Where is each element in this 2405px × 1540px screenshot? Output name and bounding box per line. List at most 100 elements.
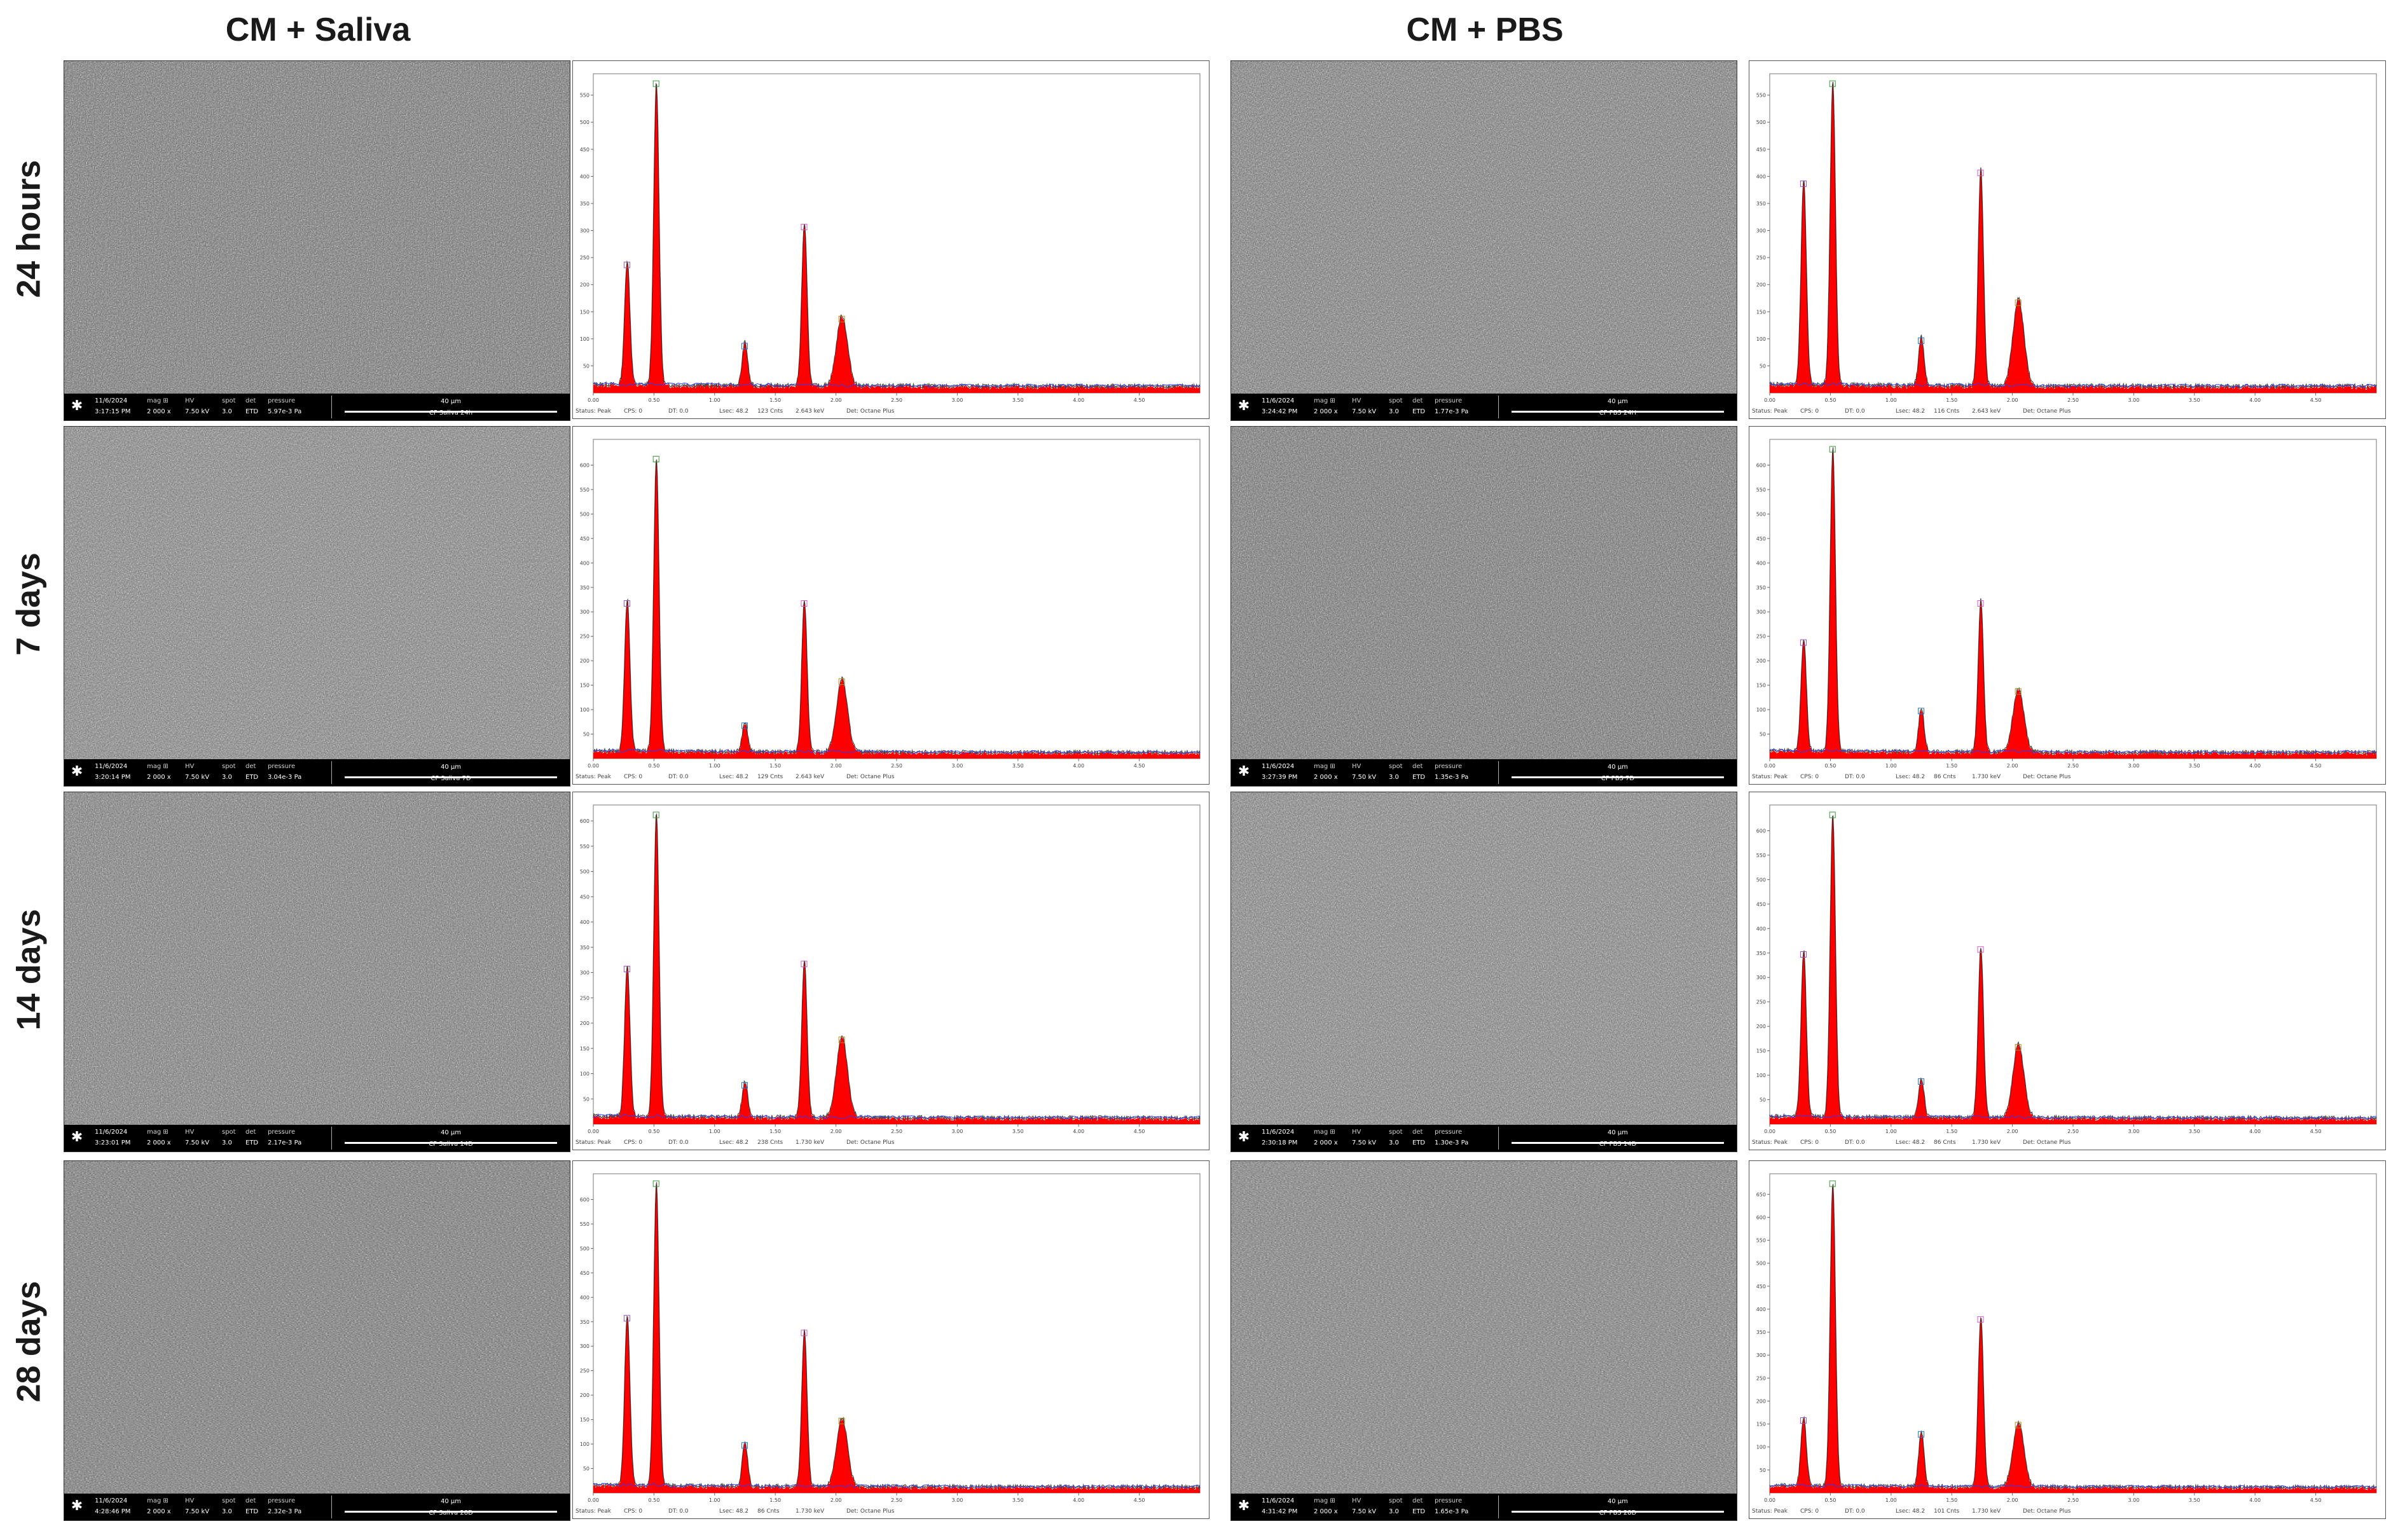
sem-date: 11/6/2024 [95,763,128,770]
y-tick-label: 300 [1756,609,1766,615]
background-line [1769,382,2377,388]
sem-info-bar: ✱ 11/6/2024 3:23:01 PM mag ⊞ 2 000 x HV 7.5… [64,1125,570,1152]
sem-header-hv: HV [1352,763,1361,770]
x-tick-label: 2.50 [891,1497,902,1503]
eds-dt: DT: 0.0 [1845,1139,1865,1146]
sem-scale-bar: 40 µm CF Saliva 28D [331,1495,570,1518]
eds-detector: Det: Octane Plus [846,774,895,780]
eds-lsec: Lsec: 48.2 [1896,1508,1926,1515]
sem-pressure: 1.35e-3 Pa [1435,774,1469,781]
sem-mag: 2 000 x [1314,1139,1338,1146]
sem-date: 11/6/2024 [95,397,128,404]
background-line [593,382,1201,388]
eds-kev: 1.730 keV [1972,1139,2001,1146]
sem-texture [1231,1161,1737,1494]
sem-pressure: 2.17e-3 Pa [268,1139,302,1146]
eds-counts: 129 Cnts [757,774,783,780]
sem-hv: 7.50 kV [185,774,210,781]
peak-marker [838,1417,845,1424]
y-tick-label: 500 [580,1246,589,1251]
sem-spot: 3.0 [1389,1139,1399,1146]
sem-hv: 7.50 kV [1352,774,1377,781]
y-tick-label: 300 [1756,975,1766,980]
spectrum-area [593,815,1200,1124]
eds-status: Status: Peak [575,408,611,415]
y-tick-label: 250 [580,255,589,261]
peak-marker [623,600,630,607]
sem-header-spot: spot [1389,1497,1403,1504]
y-tick-label: 650 [1756,1192,1766,1197]
sem-spot: 3.0 [1389,774,1399,781]
sem-texture [1231,427,1737,759]
sem-hv: 7.50 kV [185,408,210,415]
y-tick-label: 100 [580,707,589,713]
y-tick-label: 350 [1756,1330,1766,1335]
eds-lsec: Lsec: 48.2 [1896,408,1926,415]
x-tick-label: 4.00 [1073,397,1084,403]
sem-det: ETD [1412,408,1426,415]
sem-header-mag: mag ⊞ [1314,1497,1335,1504]
sem-hv: 7.50 kV [1352,1139,1377,1146]
sem-mag: 2 000 x [147,408,171,415]
x-tick-label: 0.00 [1764,1129,1775,1134]
sem-scale-label: 40 µm [440,398,461,405]
eds-dt: DT: 0.0 [668,1139,689,1146]
x-tick-label: 4.50 [1134,1129,1145,1134]
peak-marker [1800,951,1807,958]
sem-header-pressure: pressure [1435,763,1463,770]
y-tick-label: 550 [580,487,589,493]
eds-spectrum-plot: 50 100 150 200 250 300 350 400 450 500 550 0.00 0.50… [1756,73,2377,403]
y-tick-label: 200 [1756,1024,1766,1029]
y-tick-label: 150 [1756,1422,1766,1427]
eds-detector: Det: Octane Plus [846,1139,895,1146]
sem-scale-bar: 40 µm CF PBS 7D [1498,761,1737,784]
sem-det: ETD [245,1508,259,1515]
x-tick-label: 0.50 [1824,397,1836,403]
x-tick-label: 2.50 [2067,397,2079,403]
sem-det: ETD [245,408,259,415]
sem-pressure: 1.65e-3 Pa [1435,1508,1469,1515]
peak-marker [652,455,659,462]
sem-scale-bar: 40 µm CF PBS 14D [1498,1127,1737,1150]
sem-scale-bar: 40 µm CF Saliva 14D [331,1127,570,1150]
sem-micrograph: ✱ 11/6/2024 3:27:39 PM mag ⊞ 2 000 x HV 7.5… [1230,426,1737,787]
sem-mag: 2 000 x [147,774,171,781]
x-tick-label: 2.00 [830,763,842,769]
peak-marker [1918,1078,1924,1085]
x-tick-label: 2.50 [2067,1129,2079,1134]
y-tick-label: 350 [1756,585,1766,591]
sem-header-pressure: pressure [1435,397,1463,404]
y-tick-label: 300 [580,970,589,976]
y-tick-label: 50 [583,732,589,738]
y-tick-label: 100 [1756,707,1766,713]
peak-marker [838,315,845,322]
x-tick-label: 4.50 [2310,1129,2322,1134]
eds-footer: Status: Peak CPS: 0 DT: 0.0 Lsec: 48.2 2… [573,1136,1209,1150]
y-tick-label: 150 [1756,309,1766,315]
eds-cps: CPS: 0 [624,408,643,415]
x-tick-label: 4.00 [2249,1129,2261,1134]
eds-dt: DT: 0.0 [668,408,689,415]
x-tick-label: 2.50 [891,763,902,769]
row-label-7d: 7 days [0,426,57,782]
x-tick-label: 1.00 [709,397,720,403]
x-tick-label: 2.00 [2007,397,2018,403]
sem-sample-name: CF Saliva 7D [431,775,471,782]
y-tick-label: 100 [1756,336,1766,342]
y-tick-label: 600 [580,1197,589,1202]
eds-lsec: Lsec: 48.2 [1896,1139,1926,1146]
eds-lsec: Lsec: 48.2 [1896,774,1926,780]
eds-dt: DT: 0.0 [1845,408,1865,415]
eds-kev: 2.643 keV [1972,408,2001,415]
x-tick-label: 1.50 [769,1129,781,1134]
sem-spot: 3.0 [222,1508,232,1515]
y-tick-label: 500 [1756,1261,1766,1267]
x-tick-label: 0.00 [588,1129,599,1134]
x-tick-label: 3.00 [951,397,963,403]
eds-spectrum-plot: 50 100 150 200 250 300 350 400 450 500 550 600 0.00 0… [580,1173,1201,1503]
sem-time: 3:17:15 PM [95,408,131,415]
peak-marker [1918,1431,1924,1438]
peak-marker [1829,811,1836,818]
y-tick-label: 400 [580,174,589,179]
x-tick-label: 2.00 [2007,1129,2018,1134]
